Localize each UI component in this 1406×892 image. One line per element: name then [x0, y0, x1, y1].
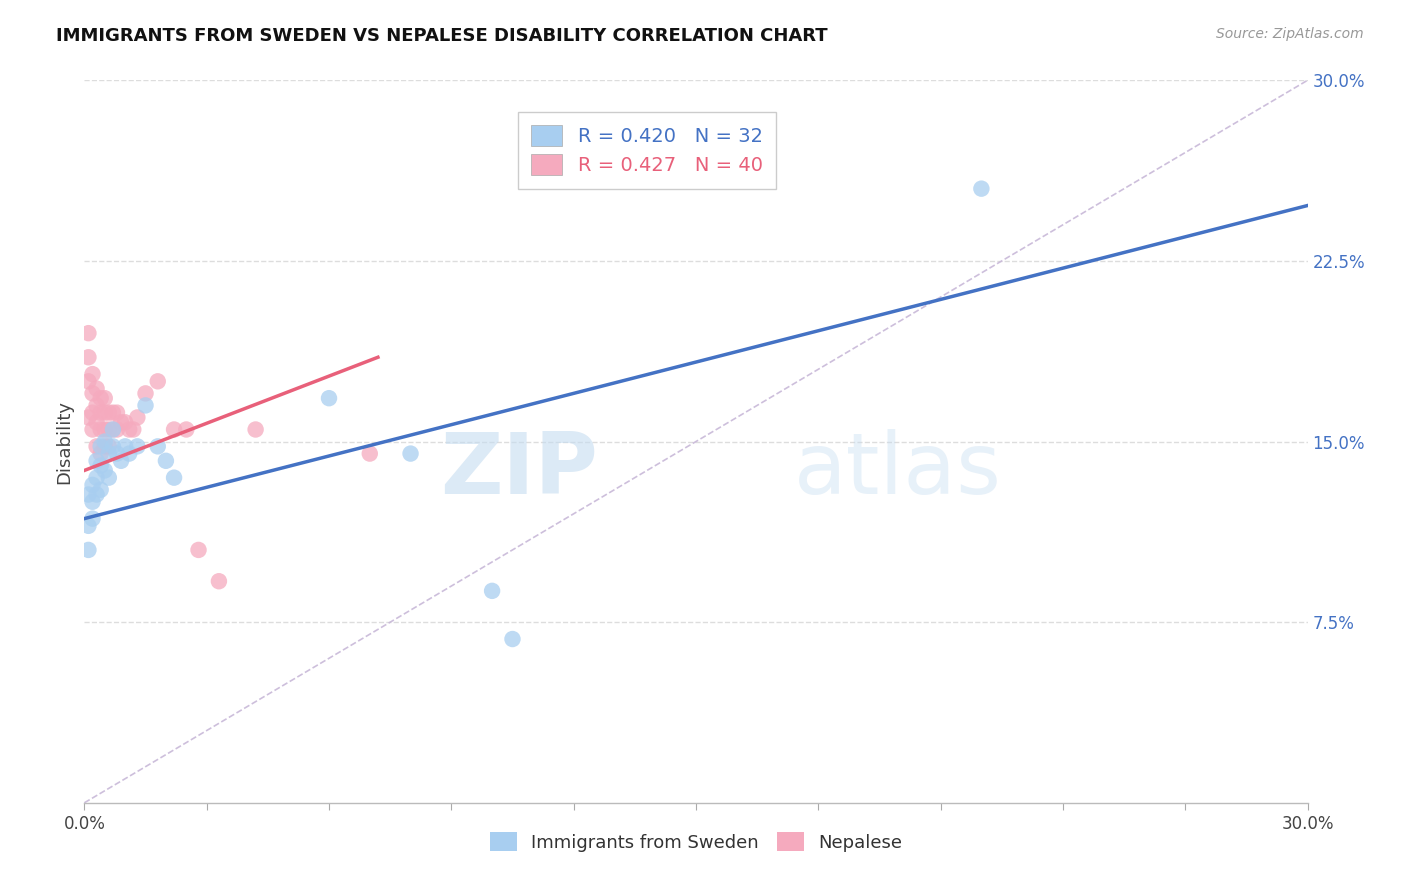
Point	[86, 454, 108, 468]
Point	[97, 439, 120, 453]
Point	[97, 470, 120, 484]
Point	[110, 415, 132, 429]
Text: IMMIGRANTS FROM SWEDEN VS NEPALESE DISABILITY CORRELATION CHART: IMMIGRANTS FROM SWEDEN VS NEPALESE DISAB…	[56, 27, 828, 45]
Point	[970, 181, 993, 195]
Point	[359, 446, 381, 460]
Point	[86, 470, 108, 484]
Point	[105, 406, 128, 420]
Point	[77, 518, 100, 533]
Point	[77, 350, 100, 364]
Point	[146, 374, 169, 388]
Point	[163, 470, 186, 484]
Point	[82, 511, 104, 525]
Point	[82, 367, 104, 381]
Point	[105, 422, 128, 436]
Point	[86, 439, 108, 453]
Text: Source: ZipAtlas.com: Source: ZipAtlas.com	[1216, 27, 1364, 41]
Point	[155, 454, 177, 468]
Point	[101, 439, 124, 453]
Point	[114, 415, 136, 429]
Point	[163, 422, 186, 436]
Point	[399, 446, 422, 460]
Point	[245, 422, 267, 436]
Point	[77, 410, 100, 425]
Point	[135, 398, 157, 412]
Point	[208, 574, 231, 589]
Point	[90, 439, 112, 453]
Point	[82, 494, 104, 508]
Point	[101, 406, 124, 420]
Point	[86, 382, 108, 396]
Text: atlas: atlas	[794, 429, 1002, 512]
Point	[90, 406, 112, 420]
Point	[82, 406, 104, 420]
Text: ZIP: ZIP	[440, 429, 598, 512]
Point	[114, 439, 136, 453]
Point	[86, 398, 108, 412]
Point	[118, 422, 141, 436]
Point	[86, 415, 108, 429]
Point	[118, 446, 141, 460]
Point	[90, 483, 112, 497]
Point	[82, 386, 104, 401]
Point	[93, 422, 115, 436]
Point	[502, 632, 524, 646]
Point	[82, 478, 104, 492]
Legend: Immigrants from Sweden, Nepalese: Immigrants from Sweden, Nepalese	[482, 824, 910, 859]
Point	[97, 406, 120, 420]
Point	[90, 422, 112, 436]
Point	[146, 439, 169, 453]
Point	[90, 458, 112, 473]
Point	[82, 422, 104, 436]
Point	[127, 410, 149, 425]
Point	[93, 463, 115, 477]
Point	[481, 583, 503, 598]
Point	[90, 391, 112, 405]
Point	[93, 434, 115, 449]
Point	[97, 446, 120, 460]
Y-axis label: Disability: Disability	[55, 400, 73, 483]
Point	[97, 422, 120, 436]
Point	[101, 422, 124, 436]
Point	[90, 446, 112, 460]
Point	[77, 326, 100, 340]
Point	[135, 386, 157, 401]
Point	[110, 454, 132, 468]
Point	[318, 391, 340, 405]
Point	[122, 422, 145, 436]
Point	[77, 374, 100, 388]
Point	[187, 542, 209, 557]
Point	[77, 542, 100, 557]
Point	[86, 487, 108, 501]
Point	[174, 422, 197, 436]
Point	[127, 439, 149, 453]
Point	[93, 439, 115, 453]
Point	[93, 406, 115, 420]
Point	[93, 391, 115, 405]
Point	[77, 487, 100, 501]
Point	[101, 422, 124, 436]
Point	[105, 446, 128, 460]
